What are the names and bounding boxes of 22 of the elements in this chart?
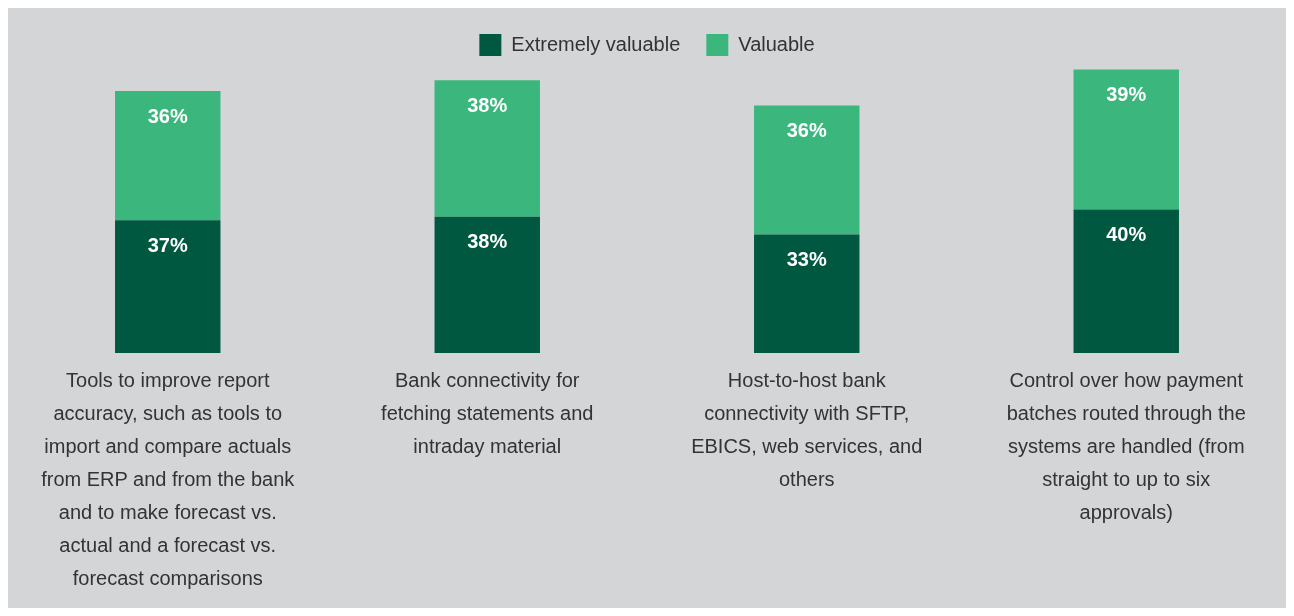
bar (115, 91, 221, 221)
x-tick-label: Host-to-host bank connectivity with SFTP, EBICS, web services, and others (691, 369, 923, 491)
data-label: 37% (147, 233, 188, 256)
bar (1073, 69, 1179, 210)
bar (754, 105, 860, 235)
data-label: 38% (467, 230, 508, 253)
bar (115, 220, 221, 353)
data-label: 39% (1106, 83, 1147, 106)
x-tick-label: Tools to improve report accuracy, such as tools to import and compare actuals from ERP and from the bank and to make forecast vs. actual and a forecast vs. forecast comparisons (41, 369, 296, 590)
data-label: 36% (147, 104, 188, 127)
bar (434, 216, 540, 353)
bar (1073, 209, 1179, 353)
data-label: 40% (1106, 223, 1147, 246)
x-tick-label: Bank connectivity for fetching statements and intraday material (381, 369, 594, 458)
data-label: 33% (786, 248, 827, 271)
x-tick-label: Control over how payment batches routed through the systems are handled (from straight to up to six approvals) (1006, 369, 1246, 524)
data-label: 36% (786, 118, 827, 141)
bar (754, 234, 860, 353)
bar (434, 80, 540, 217)
legend-label: Extremely valuable (511, 32, 681, 55)
data-label: 38% (467, 93, 508, 116)
legend-label: Valuable (738, 32, 815, 55)
